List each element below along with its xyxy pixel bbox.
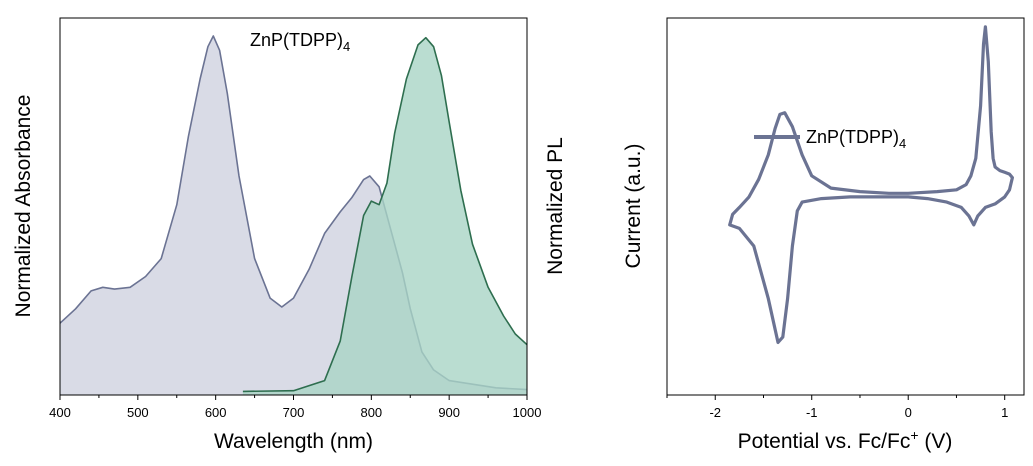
- right-y-axis-title: Normalized PL: [544, 137, 567, 275]
- right-x-tick-label: -1: [806, 405, 818, 420]
- left-x-tick-label: 700: [283, 405, 305, 420]
- pl-area: [242, 37, 527, 395]
- left-plot-area: [59, 35, 528, 395]
- absorbance-pl-chart: 400 500 600 700 800 900 1000 Wavelength (nm) N…: [12, 17, 567, 453]
- cv-legend-label: ZnP(TDPP)4: [806, 127, 906, 151]
- right-x-tick-label: 0: [905, 405, 912, 420]
- right-x-axis-title-post: (V): [919, 430, 953, 453]
- left-x-tick-label: 800: [360, 405, 382, 420]
- cv-curve: [728, 25, 1014, 344]
- left-annotation: ZnP(TDPP)4: [250, 30, 350, 54]
- pl-line: [242, 36, 528, 393]
- left-x-ticks: 400 500 600 700 800 900 1000: [49, 395, 541, 420]
- left-y-axis-title: Normalized Absorbance: [12, 95, 35, 318]
- left-x-axis-title: Wavelength (nm): [214, 430, 373, 453]
- absorbance-area: [60, 36, 527, 395]
- cv-y-axis-title: Current (a.u.): [622, 144, 645, 269]
- left-x-tick-label: 900: [438, 405, 460, 420]
- right-plot-area: [728, 25, 1014, 344]
- cv-legend-label-sub: 4: [899, 136, 906, 151]
- left-x-tick-label: 500: [127, 405, 149, 420]
- cv-legend: ZnP(TDPP)4: [754, 127, 906, 151]
- right-x-tick-label: 1: [1001, 405, 1008, 420]
- left-x-tick-label: 1000: [513, 405, 542, 420]
- right-x-axis-title: Potential vs. Fc/Fc+ (V): [738, 427, 953, 453]
- right-plot-frame: [666, 17, 1025, 396]
- right-x-axis-title-sup: +: [910, 427, 918, 443]
- left-x-tick-label: 600: [205, 405, 227, 420]
- cv-chart: -2 -1 0 1 Potential vs. Fc/Fc+ (V) Current …: [622, 17, 1025, 453]
- right-x-axis-title-pre: Potential vs. Fc/Fc: [738, 430, 911, 453]
- left-annotation-base: ZnP(TDPP): [250, 30, 343, 50]
- right-x-ticks: -2 -1 0 1: [666, 395, 1008, 420]
- left-x-tick-label: 400: [49, 405, 71, 420]
- right-x-tick-label: -2: [709, 405, 721, 420]
- left-annotation-sub: 4: [343, 39, 350, 54]
- cv-legend-label-base: ZnP(TDPP): [806, 127, 899, 147]
